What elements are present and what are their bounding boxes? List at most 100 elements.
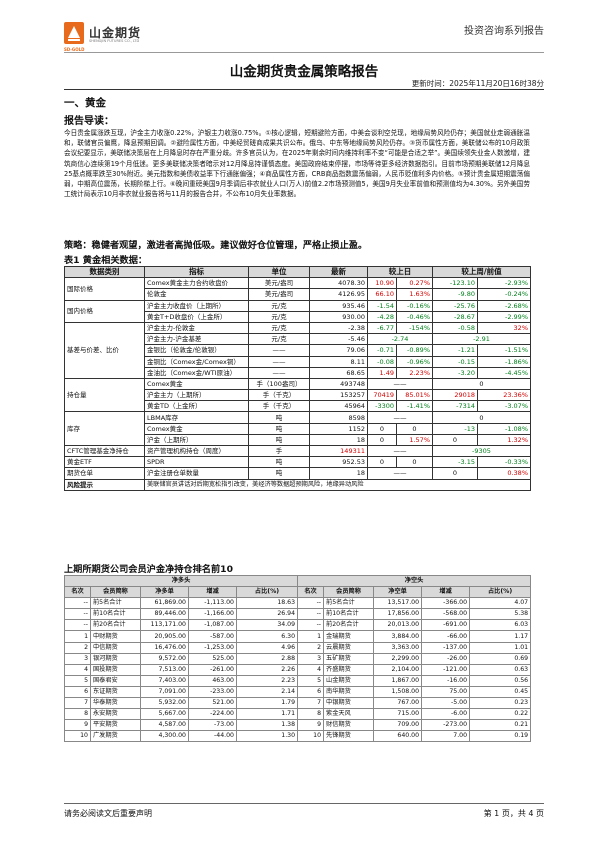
- table-cell: 先锋期货: [323, 730, 375, 743]
- table-cell: 1: [64, 630, 91, 643]
- intro-paragraph: 今日贵金属涨跌互现，沪金主力收涨0.22%，沪银主力收涨0.75%。①核心逻辑，…: [64, 129, 530, 199]
- table-row: 8 永安期货 5,667.00 -224.00 1.71 8 紫金天风 715.00 -6.00…: [64, 708, 532, 721]
- table-cell: 0.22: [469, 708, 532, 721]
- latest-cell: 79.06: [309, 344, 368, 357]
- table-cell: --: [297, 597, 325, 610]
- table-cell: 1.71: [235, 708, 299, 721]
- table-cell: -366.00: [421, 597, 471, 610]
- table-row: 风险提示 美联储官员讲话对后期宽松指引改变，美经济等数据超预期风险，地缘异动风险: [64, 478, 531, 491]
- table-cell: 前5名合计: [323, 597, 375, 610]
- day-change-cell: 0: [367, 456, 397, 469]
- category-cell: 风险提示: [64, 478, 145, 491]
- table-cell: 2.14: [235, 685, 299, 699]
- day-pct-cell: 2.23%: [396, 366, 433, 379]
- unit-cell: 手（100盎司）: [248, 377, 310, 391]
- day-pct-cell: -1.41%: [396, 400, 433, 413]
- table-cell: 2: [64, 641, 91, 654]
- day-change-cell: 70419: [367, 389, 397, 402]
- header-cell: 较上日: [367, 265, 433, 279]
- table-cell: 767.00: [373, 697, 423, 710]
- day-change-cell: ——: [367, 377, 433, 391]
- group-header-row: 净多头 净空头: [63, 574, 532, 588]
- table-cell: 中信期货: [90, 641, 141, 654]
- table-cell: 26.94: [235, 608, 299, 621]
- week-change-cell: -0.58: [432, 321, 478, 335]
- indicator-cell: Comex黄金: [144, 422, 249, 435]
- day-pct-cell: -0.16%: [396, 299, 433, 312]
- table-cell: -1,253.00: [188, 641, 237, 654]
- table-row: 1 中财期货 20,905.00 -587.00 6.30 1 金瑞期货 3,884.00 -6…: [64, 630, 532, 643]
- table-cell: 1,508.00: [373, 685, 423, 699]
- table-cell: 2.88: [235, 652, 299, 665]
- table-cell: 前10名合计: [90, 608, 141, 621]
- table-cell: 平安期货: [90, 719, 141, 732]
- week-change-cell: -25.76: [432, 299, 478, 312]
- table-cell: 18.63: [235, 597, 299, 610]
- table2-title: 上期所期货公司会员沪金净持仓排名前10: [64, 564, 233, 575]
- table-cell: -568.00: [421, 608, 471, 621]
- table-cell: 10: [297, 730, 325, 743]
- table-cell: 7: [297, 697, 325, 710]
- latest-cell: 149311: [309, 444, 368, 458]
- table-cell: 7.00: [421, 730, 471, 743]
- table-cell: 山金期货: [323, 674, 375, 687]
- header-cell: 名次: [297, 586, 325, 599]
- table-cell: 1.30: [235, 730, 299, 743]
- unit-cell: 吨: [248, 456, 310, 469]
- table-row: 基差与价差、比价 沪金主力-伦敦金 元/克 -2.38 -6.77 -154% …: [64, 321, 531, 379]
- week-change-cell: -7314: [432, 400, 478, 413]
- table-cell: 113,171.00: [140, 619, 189, 632]
- table-cell: 国投期货: [90, 663, 141, 676]
- table-row: 沪金主力-沪金基差 元/克 -5.46 -2.74 -2.91: [65, 333, 531, 346]
- day-pct-cell: 1.57%: [396, 433, 433, 447]
- week-change-cell: -123.10: [432, 277, 478, 290]
- company-logo-icon: [64, 22, 84, 44]
- table-cell: 华泰期货: [90, 697, 141, 710]
- table-cell: 1.17: [469, 630, 532, 643]
- week-pct-cell: -2.68%: [477, 299, 531, 312]
- logo-sub-text: SD-GOLD: [64, 47, 85, 52]
- table-cell: -121.00: [421, 663, 471, 676]
- table-cell: 1.01: [469, 641, 532, 654]
- report-series-label: 投资咨询系列报告: [464, 26, 544, 37]
- week-change-cell: -0.15: [432, 355, 478, 368]
- table-cell: 南华期货: [323, 685, 375, 699]
- indicator-cell: 沪金主力（上期所）: [144, 389, 249, 402]
- latest-cell: 930.00: [309, 310, 368, 323]
- day-change-cell: ——: [367, 444, 433, 458]
- table-cell: 20,905.00: [140, 630, 189, 643]
- latest-cell: 8598: [309, 411, 368, 424]
- day-change-cell: -0.71: [367, 344, 397, 357]
- table-cell: 云晨期货: [323, 641, 375, 654]
- table-cell: 0.45: [469, 685, 532, 699]
- table-cell: 0.63: [469, 663, 532, 676]
- table-cell: 3: [64, 652, 91, 665]
- week-pct-cell: 0.38%: [477, 467, 531, 480]
- table-cell: -273.00: [421, 719, 471, 732]
- unit-cell: 元/克: [248, 333, 310, 346]
- gold-data-table: 数据类别 指标 单位 最新 较上日 较上周/前值 国际价格 Comex黄金主力合…: [64, 265, 531, 491]
- latest-cell: 45964: [309, 400, 368, 413]
- table-cell: 前20名合计: [90, 619, 141, 632]
- table-cell: -1,087.00: [188, 619, 237, 632]
- net-long-header: 净多头: [63, 574, 299, 588]
- table-row: 4 国投期货 7,513.00 -261.00 2.26 4 齐盛期货 2,104.00 -12…: [64, 663, 532, 676]
- week-pct-cell: -0.33%: [477, 456, 531, 469]
- table-cell: 齐盛期货: [323, 663, 375, 676]
- footer-disclaimer: 请务必阅读文后重要声明: [64, 809, 152, 818]
- table-cell: -73.00: [188, 719, 237, 732]
- week-change-cell: -1.21: [432, 344, 478, 357]
- unit-cell: 元/克: [248, 310, 310, 323]
- category-cell: CFTC管理基金净持仓: [64, 444, 145, 458]
- table-row: 国内价格 沪金主力收盘价（上期所） 元/克 935.46 -1.54 -0.16…: [64, 299, 531, 323]
- table-row: 3 银河期货 9,572.00 525.00 2.88 3 五矿期货 2,299.00 -26.…: [64, 652, 532, 665]
- table-cell: 5: [64, 674, 91, 687]
- table-cell: 2.26: [235, 663, 299, 676]
- header-cell: 名次: [64, 586, 91, 599]
- week-change-cell: -3.20: [432, 366, 478, 379]
- table-cell: 永安期货: [90, 708, 141, 721]
- table-cell: -26.00: [421, 652, 471, 665]
- day-change-cell: -1.54: [367, 299, 397, 312]
- table-cell: 5.38: [469, 608, 532, 621]
- latest-cell: 952.53: [309, 456, 368, 469]
